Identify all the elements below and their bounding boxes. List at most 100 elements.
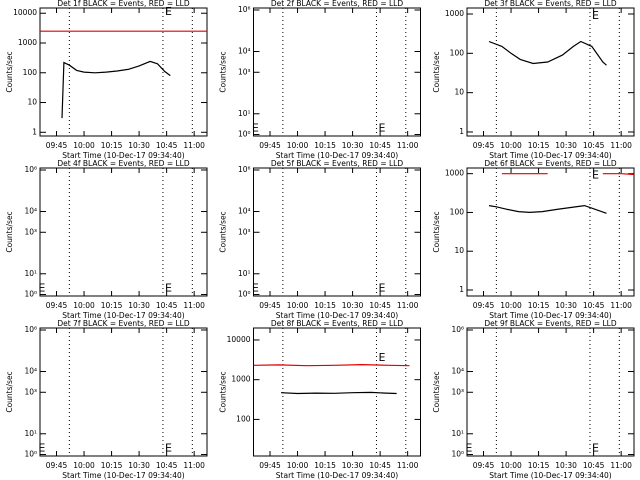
x-tick-label: 09:45	[473, 141, 495, 150]
annotation: E	[165, 441, 172, 454]
x-tick-label: 10:15	[101, 141, 123, 150]
x-tick-label: 11:00	[397, 301, 419, 310]
x-tick-label: 10:45	[156, 141, 178, 150]
x-tick-label: 10:30	[555, 301, 577, 310]
x-tick-label: 10:30	[128, 461, 150, 470]
x-tick-label: 10:30	[342, 301, 364, 310]
x-tick-label: 11:00	[397, 141, 419, 150]
chart-title: Det 7f BLACK = Events, RED = LLD	[57, 319, 190, 328]
x-axis-title: Start Time (10-Dec-17 09:34:40)	[62, 311, 184, 320]
x-tick-label: 11:00	[183, 141, 205, 150]
plot-frame	[39, 7, 208, 137]
y-axis-title: Counts/sec	[219, 51, 228, 92]
y-tick-label: 10	[27, 98, 37, 107]
y-tick-label: 10	[454, 246, 464, 255]
x-tick-label: 10:45	[369, 461, 391, 470]
annotation: E	[38, 281, 45, 294]
y-tick-label: 10⁶	[24, 325, 37, 334]
y-tick-label: 10⁰	[238, 130, 251, 139]
y-axis-title: Counts/sec	[432, 51, 441, 92]
x-tick-label: 09:45	[259, 301, 281, 310]
y-axis-title: Counts/sec	[432, 211, 441, 252]
x-tick-label: 10:00	[73, 141, 95, 150]
y-tick-label: 1000	[231, 375, 250, 384]
x-tick-label: 10:00	[500, 141, 522, 150]
y-axis-title: Counts/sec	[5, 371, 14, 412]
x-tick-label: 10:15	[314, 461, 336, 470]
x-tick-label: 11:00	[183, 461, 205, 470]
x-tick-label: 09:45	[46, 301, 68, 310]
annotation: E	[165, 5, 172, 18]
annotation: E	[378, 281, 385, 294]
data-line	[61, 60, 171, 119]
y-tick-label: 10⁶	[238, 165, 251, 174]
x-axis-title: Start Time (10-Dec-17 09:34:40)	[489, 471, 611, 480]
x-tick-label: 10:15	[528, 461, 550, 470]
x-tick-label: 10:45	[156, 461, 178, 470]
y-tick-label: 10⁴	[238, 207, 251, 216]
y-tick-label: 10³	[24, 387, 37, 396]
x-axis-title: Start Time (10-Dec-17 09:34:40)	[489, 151, 611, 160]
x-tick-label: 10:00	[73, 301, 95, 310]
chart-title: Det 4f BLACK = Events, RED = LLD	[57, 159, 190, 168]
x-tick-label: 10:45	[369, 301, 391, 310]
y-tick-label: 10¹	[24, 429, 37, 438]
y-tick-label: 10⁰	[238, 290, 251, 299]
y-tick-label: 1	[459, 127, 464, 136]
x-tick-label: 10:30	[555, 461, 577, 470]
x-tick-label: 10:00	[73, 461, 95, 470]
annotation: E	[592, 168, 599, 181]
x-tick-label: 09:45	[46, 461, 68, 470]
annotation: E	[165, 281, 172, 294]
y-axis-title: Counts/sec	[5, 51, 14, 92]
data-line	[253, 363, 410, 367]
x-tick-label: 10:15	[314, 141, 336, 150]
x-tick-label: 10:15	[314, 301, 336, 310]
x-tick-label: 11:00	[610, 461, 632, 470]
annotation: E	[252, 121, 259, 134]
x-tick-label: 10:45	[583, 461, 605, 470]
x-tick-label: 09:45	[473, 461, 495, 470]
x-tick-label: 09:45	[473, 301, 495, 310]
y-tick-label: 10¹	[451, 429, 464, 438]
annotation: E	[592, 9, 599, 22]
plot-frame	[466, 167, 635, 297]
y-tick-label: 100	[236, 414, 251, 423]
data-line	[488, 204, 607, 214]
annotation: E	[378, 351, 385, 364]
y-tick-label: 1	[459, 285, 464, 294]
x-tick-label: 10:00	[287, 461, 309, 470]
x-tick-label: 10:45	[583, 301, 605, 310]
x-tick-label: 09:45	[46, 141, 68, 150]
y-tick-label: 100	[450, 48, 465, 57]
x-tick-label: 11:00	[610, 301, 632, 310]
x-tick-label: 10:00	[500, 461, 522, 470]
y-axis-title: Counts/sec	[219, 211, 228, 252]
annotation: E	[378, 121, 385, 134]
y-tick-label: 10¹	[238, 269, 251, 278]
chart-title: Det 3f BLACK = Events, RED = LLD	[484, 0, 617, 8]
x-tick-label: 11:00	[610, 141, 632, 150]
data-line	[280, 391, 397, 395]
annotation: E	[592, 441, 599, 454]
plot-frame	[253, 327, 421, 457]
x-tick-label: 10:30	[342, 141, 364, 150]
chart-title: Det 8f BLACK = Events, RED = LLD	[271, 319, 404, 328]
x-tick-label: 10:15	[101, 301, 123, 310]
annotation: E	[38, 441, 45, 454]
x-axis-title: Start Time (10-Dec-17 09:34:40)	[276, 471, 398, 480]
y-tick-label: 1000	[445, 9, 464, 18]
annotation: E	[252, 281, 259, 294]
x-tick-label: 10:45	[369, 141, 391, 150]
y-tick-label: 10³	[238, 227, 251, 236]
annotation: E	[465, 441, 472, 454]
y-tick-label: 10⁶	[24, 165, 37, 174]
y-tick-label: 10000	[13, 8, 37, 17]
chart-title: Det 6f BLACK = Events, RED = LLD	[484, 159, 617, 168]
x-tick-label: 11:00	[183, 301, 205, 310]
y-tick-label: 10¹	[238, 109, 251, 118]
chart-title: Det 1f BLACK = Events, RED = LLD	[57, 0, 190, 8]
y-tick-label: 10³	[24, 227, 37, 236]
